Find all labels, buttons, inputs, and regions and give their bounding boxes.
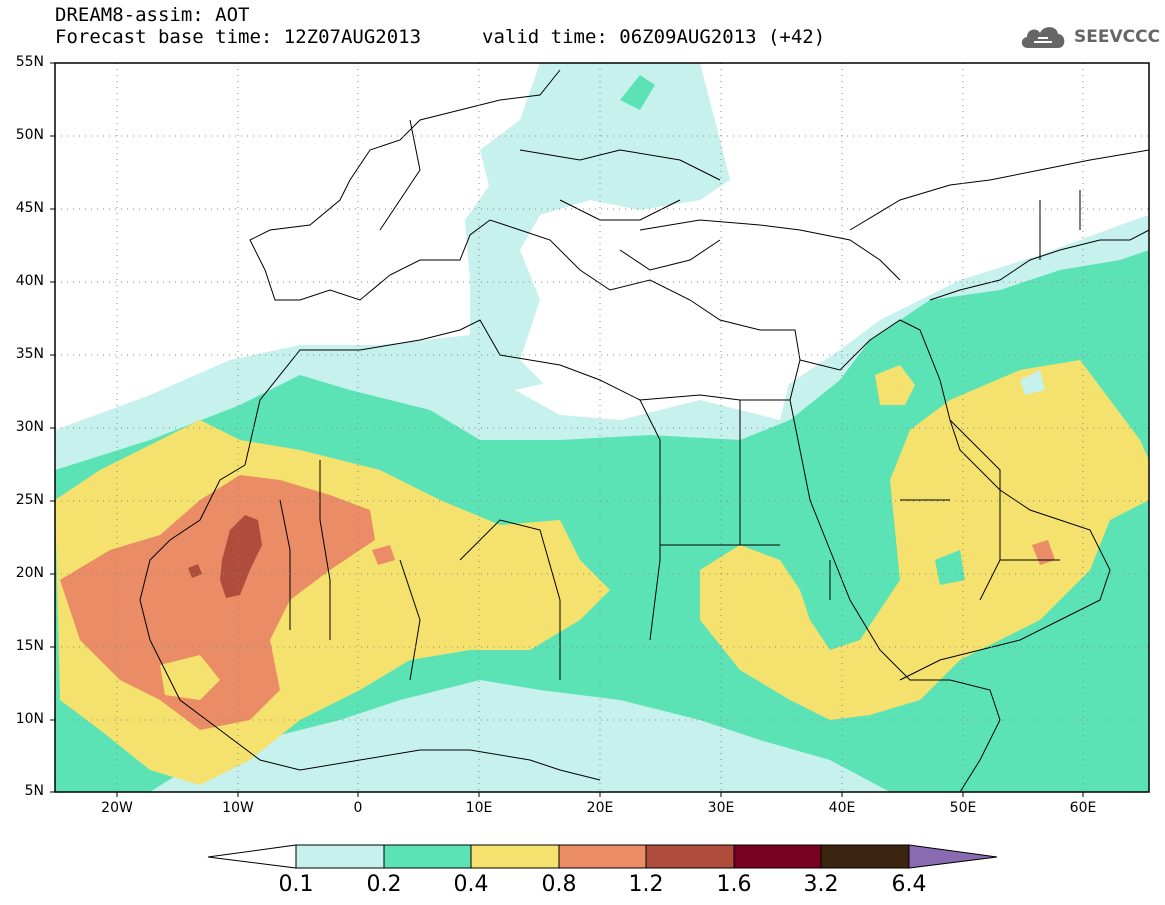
colorbar-bin-2 bbox=[383, 844, 472, 869]
colorbar-bin-3 bbox=[470, 844, 560, 869]
seevccc-logo: SEEVCCC bbox=[1018, 20, 1160, 54]
axis-ticks bbox=[50, 62, 1084, 797]
colorbar-label: 1.6 bbox=[716, 872, 752, 897]
colorbar-bin-5 bbox=[645, 844, 735, 869]
colorbar-bin-6 bbox=[733, 844, 822, 869]
lon-label: 10E bbox=[465, 800, 493, 816]
colorbar bbox=[207, 844, 998, 869]
colorbar-label: 1.2 bbox=[628, 872, 664, 897]
title-line-1: DREAM8-assim: AOT bbox=[55, 4, 250, 26]
lon-label: 20W bbox=[101, 800, 133, 816]
lon-label: 0 bbox=[353, 800, 363, 816]
lon-label: 30E bbox=[707, 800, 735, 816]
lat-label: 20N bbox=[15, 565, 44, 581]
colorbar-high-extension bbox=[908, 844, 998, 869]
lat-label: 45N bbox=[15, 200, 44, 216]
cloud-icon bbox=[1021, 27, 1065, 48]
coastlines bbox=[139, 69, 1149, 792]
lat-label: 50N bbox=[15, 127, 44, 143]
lon-label: 20E bbox=[586, 800, 614, 816]
colorbar-label: 0.1 bbox=[278, 872, 314, 897]
lon-label: 60E bbox=[1069, 800, 1097, 816]
colorbar-label: 6.4 bbox=[891, 872, 927, 897]
lat-label: 10N bbox=[15, 711, 44, 727]
colorbar-bin-7 bbox=[820, 844, 910, 869]
colorbar-label: 0.2 bbox=[366, 872, 402, 897]
title-base-time: Forecast base time: 12Z07AUG2013 bbox=[55, 26, 422, 48]
graticule bbox=[55, 63, 1149, 792]
contour-level-1-2 bbox=[220, 515, 262, 598]
colorbar-label: 0.8 bbox=[541, 872, 577, 897]
colorbar-low-extension bbox=[207, 844, 297, 869]
colorbar-bin-4 bbox=[558, 844, 647, 869]
lat-label: 15N bbox=[15, 638, 44, 654]
lat-label: 25N bbox=[15, 492, 44, 508]
lat-label: 35N bbox=[15, 346, 44, 362]
lat-label: 55N bbox=[15, 54, 44, 70]
contour-level-0-8 bbox=[60, 475, 375, 730]
lat-label: 30N bbox=[15, 419, 44, 435]
colorbar-bin-1 bbox=[295, 844, 385, 869]
colorbar-label: 3.2 bbox=[803, 872, 839, 897]
lat-label: 5N bbox=[24, 783, 44, 799]
colorbar-label: 0.4 bbox=[453, 872, 489, 897]
title-valid-time: valid time: 06Z09AUG2013 (+42) bbox=[482, 26, 826, 48]
logo-text: SEEVCCC bbox=[1074, 27, 1161, 47]
lon-label: 50E bbox=[949, 800, 977, 816]
lon-label: 10W bbox=[222, 800, 254, 816]
lat-label: 40N bbox=[15, 273, 44, 289]
lon-label: 40E bbox=[828, 800, 856, 816]
